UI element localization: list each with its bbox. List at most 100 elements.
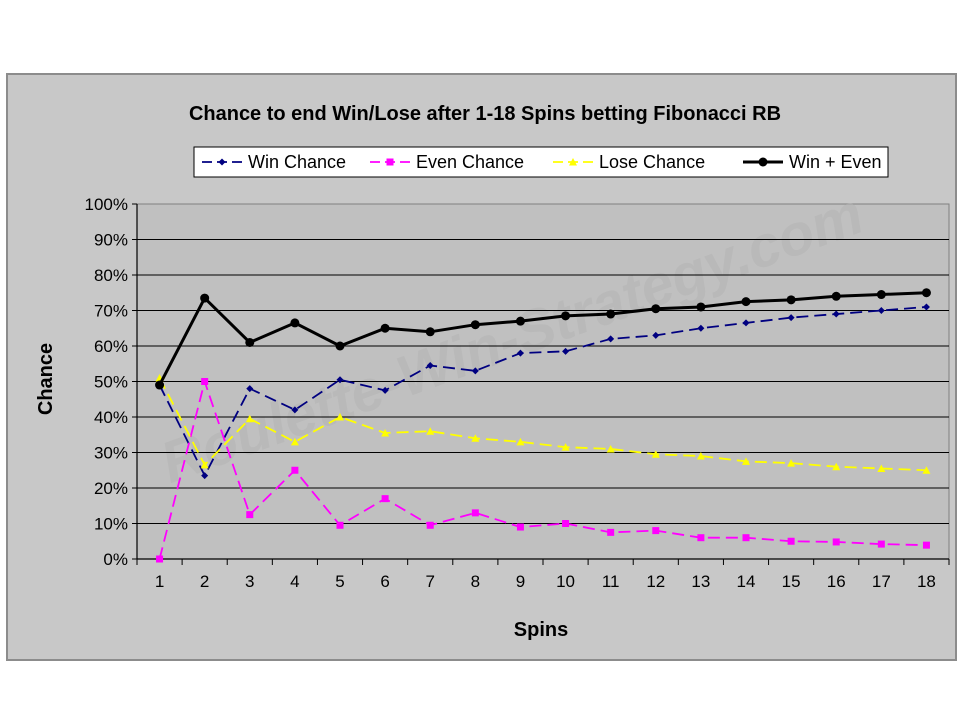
data-point (832, 310, 840, 318)
x-tick-label: 10 (556, 572, 575, 591)
series-line (158, 291, 927, 386)
legend-marker (218, 158, 226, 166)
x-tick-label: 13 (691, 572, 710, 591)
data-point (562, 520, 570, 527)
data-point (742, 457, 750, 465)
chart-title: Chance to end Win/Lose after 1-18 Spins … (189, 103, 781, 125)
data-point (380, 323, 390, 333)
data-point (651, 450, 660, 458)
data-point (426, 521, 434, 529)
legend-item: Lose Chance (553, 152, 705, 172)
y-tick-label: 20% (94, 479, 128, 498)
series-win-even (155, 288, 931, 390)
data-point (607, 335, 615, 343)
x-tick-label: 7 (425, 572, 434, 591)
data-point (606, 444, 615, 453)
data-point (787, 314, 795, 322)
data-point (561, 311, 571, 321)
y-axis-title: Chance (35, 343, 57, 415)
y-tick-label: 80% (94, 266, 128, 285)
x-tick-label: 3 (245, 572, 254, 591)
legend-item: Win Chance (202, 152, 346, 172)
x-tick-label: 5 (335, 572, 344, 591)
y-tick-label: 90% (94, 231, 128, 250)
y-tick-label: 30% (94, 444, 128, 463)
data-point (561, 443, 570, 451)
data-point (562, 347, 570, 355)
data-point (787, 537, 795, 545)
x-tick-label: 9 (516, 572, 525, 591)
data-point (516, 437, 525, 446)
data-point (201, 472, 209, 480)
x-tick-label: 11 (602, 572, 620, 591)
x-tick-label: 4 (290, 572, 299, 591)
legend-item: Even Chance (370, 152, 524, 172)
x-tick-label: 17 (872, 572, 891, 591)
legend-marker (386, 158, 394, 166)
data-point (607, 528, 615, 536)
data-point (876, 290, 886, 300)
y-tick-label: 50% (94, 373, 128, 392)
data-point (290, 318, 300, 328)
legend: Win Chance Even Chance Lose Chance Win + Ev… (193, 146, 889, 178)
data-point (787, 459, 796, 467)
x-tick-label: 6 (380, 572, 389, 591)
chart-svg: Chance to end Win/Lose after 1-18 Spins … (35, 103, 950, 641)
data-point (381, 428, 390, 437)
data-point (425, 327, 435, 337)
series-line (158, 377, 927, 472)
data-point (832, 538, 840, 546)
data-point (471, 434, 480, 442)
data-point (832, 462, 841, 471)
data-point (877, 540, 885, 548)
data-point (245, 414, 254, 423)
x-axis-title: Spins (514, 619, 568, 641)
data-point (922, 466, 931, 474)
series-line (158, 306, 927, 478)
legend-marker (758, 157, 768, 167)
data-point (245, 337, 255, 347)
series-lose-chance (155, 373, 931, 474)
y-tick-label: 100% (85, 195, 128, 214)
data-point (516, 349, 524, 357)
data-point (877, 307, 885, 314)
data-point (696, 452, 705, 460)
data-point (741, 297, 751, 307)
y-tick-label: 10% (94, 515, 128, 534)
data-point (652, 527, 660, 535)
x-tick-label: 12 (646, 572, 665, 591)
data-point (335, 341, 345, 351)
data-point (606, 309, 616, 319)
data-point (471, 509, 479, 517)
data-point (381, 386, 389, 394)
legend-label: Win Chance (248, 152, 346, 172)
data-point (426, 362, 434, 370)
data-point (426, 427, 435, 435)
data-point (246, 511, 254, 519)
data-point (200, 293, 210, 303)
data-point (697, 534, 705, 542)
legend-label: Lose Chance (599, 152, 705, 172)
legend-item: Win + Even (743, 152, 882, 172)
y-tick-label: 40% (94, 408, 128, 427)
data-point (471, 367, 479, 375)
x-tick-label: 14 (737, 572, 756, 591)
data-point (786, 295, 796, 305)
legend-label: Even Chance (416, 152, 524, 172)
plot-area: Roulette-Win-Strategy.com0%10%20%30%40%5… (85, 181, 950, 591)
data-point (381, 495, 389, 503)
data-point (922, 541, 930, 549)
data-point (877, 464, 886, 472)
data-point (742, 534, 750, 542)
legend-label: Win + Even (789, 152, 882, 172)
data-point (246, 385, 254, 393)
series-even-chance (156, 378, 930, 563)
data-point (336, 413, 344, 421)
data-point (742, 319, 750, 327)
x-tick-label: 1 (155, 572, 164, 591)
data-point (831, 291, 841, 301)
legend-marker (569, 158, 577, 166)
chart-frame: Chance to end Win/Lose after 1-18 Spins … (6, 73, 957, 661)
data-point (156, 555, 164, 563)
data-point (697, 324, 705, 332)
